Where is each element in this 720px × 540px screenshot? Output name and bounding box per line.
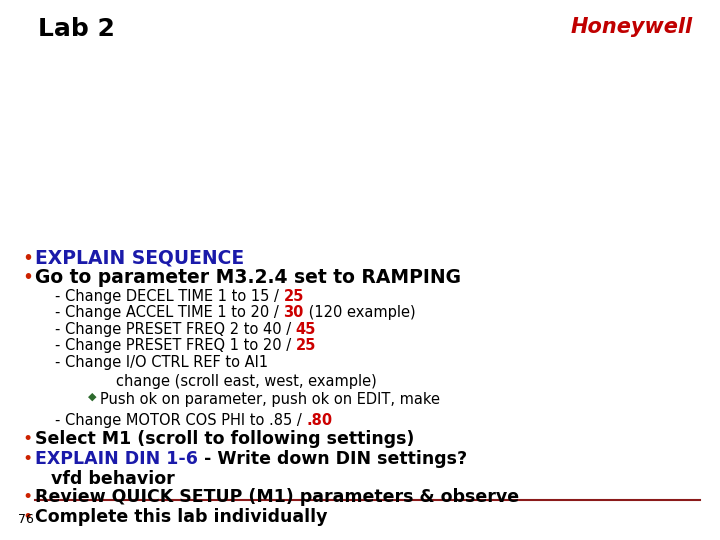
Text: •: • bbox=[22, 488, 32, 506]
Text: Go to parameter M3.2.4 set to RAMPING: Go to parameter M3.2.4 set to RAMPING bbox=[35, 268, 461, 287]
Text: •: • bbox=[22, 268, 33, 287]
Text: •: • bbox=[22, 450, 32, 468]
Text: - Change PRESET FREQ 1 to 20 /: - Change PRESET FREQ 1 to 20 / bbox=[55, 338, 296, 353]
Text: Complete this lab individually: Complete this lab individually bbox=[35, 508, 328, 526]
Text: Review QUICK SETUP (M1) parameters & observe: Review QUICK SETUP (M1) parameters & obs… bbox=[35, 488, 519, 506]
Text: EXPLAIN DIN 1-6: EXPLAIN DIN 1-6 bbox=[35, 450, 198, 468]
Text: - Change PRESET FREQ 2 to 40 /: - Change PRESET FREQ 2 to 40 / bbox=[55, 322, 296, 337]
Text: 76: 76 bbox=[18, 513, 34, 526]
Text: vfd behavior: vfd behavior bbox=[51, 470, 175, 488]
Text: 30: 30 bbox=[284, 305, 304, 320]
Text: •: • bbox=[22, 430, 32, 448]
Text: - Write down DIN settings?: - Write down DIN settings? bbox=[198, 450, 467, 468]
Text: •: • bbox=[22, 508, 32, 526]
Text: 25: 25 bbox=[284, 289, 304, 304]
Text: Lab 2: Lab 2 bbox=[38, 17, 115, 41]
Text: (120 example): (120 example) bbox=[304, 305, 415, 320]
Text: .80: .80 bbox=[307, 413, 333, 428]
Text: Push ok on parameter, push ok on EDIT, make: Push ok on parameter, push ok on EDIT, m… bbox=[100, 392, 440, 407]
Text: - Change DECEL TIME 1 to 15 /: - Change DECEL TIME 1 to 15 / bbox=[55, 289, 284, 304]
Text: change (scroll east, west, example): change (scroll east, west, example) bbox=[116, 374, 377, 389]
Text: ◆: ◆ bbox=[88, 392, 96, 402]
Text: 25: 25 bbox=[296, 338, 316, 353]
Text: •: • bbox=[22, 249, 33, 268]
Text: Select M1 (scroll to following settings): Select M1 (scroll to following settings) bbox=[35, 430, 415, 448]
Text: 45: 45 bbox=[296, 322, 316, 337]
Text: - Change ACCEL TIME 1 to 20 /: - Change ACCEL TIME 1 to 20 / bbox=[55, 305, 284, 320]
Text: - Change MOTOR COS PHI to .85 /: - Change MOTOR COS PHI to .85 / bbox=[55, 413, 307, 428]
Text: EXPLAIN SEQUENCE: EXPLAIN SEQUENCE bbox=[35, 249, 244, 268]
Text: Honeywell: Honeywell bbox=[571, 17, 693, 37]
Text: - Change I/O CTRL REF to AI1: - Change I/O CTRL REF to AI1 bbox=[55, 355, 268, 370]
